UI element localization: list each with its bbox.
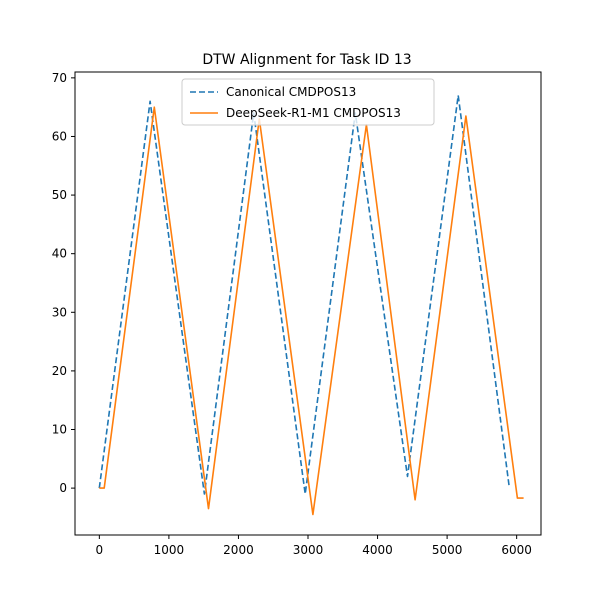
- legend-label: Canonical CMDPOS13: [226, 85, 356, 99]
- y-tick-label: 50: [52, 188, 67, 202]
- series-line-canonical: [98, 94, 510, 495]
- chart-title: DTW Alignment for Task ID 13: [202, 52, 411, 68]
- x-tick-label: 1000: [154, 543, 185, 557]
- series-line-deepseek: [99, 106, 524, 516]
- x-axis: 0 1000 2000 3000 4000 5000 6000: [96, 535, 532, 557]
- y-tick-label: 40: [52, 247, 67, 261]
- y-tick-label: 10: [52, 423, 67, 437]
- x-tick-label: 4000: [362, 543, 393, 557]
- y-axis: 0 10 20 30 40 50 60 70: [52, 71, 75, 495]
- x-tick-label: 6000: [501, 543, 532, 557]
- x-tick-label: 5000: [432, 543, 463, 557]
- legend-box: [181, 78, 435, 126]
- y-tick-label: 30: [52, 305, 67, 319]
- y-tick-label: 60: [52, 129, 67, 143]
- legend-label: DeepSeek-R1-M1 CMDPOS13: [226, 106, 401, 120]
- y-tick-label: 70: [52, 71, 67, 85]
- legend: Canonical CMDPOS13 DeepSeek-R1-M1 CMDPOS1…: [181, 78, 435, 126]
- y-tick-label: 20: [52, 364, 67, 378]
- series-layer: [98, 94, 524, 516]
- y-tick-label: 0: [59, 481, 67, 495]
- x-tick-label: 0: [96, 543, 104, 557]
- x-tick-label: 2000: [223, 543, 254, 557]
- x-tick-label: 3000: [293, 543, 324, 557]
